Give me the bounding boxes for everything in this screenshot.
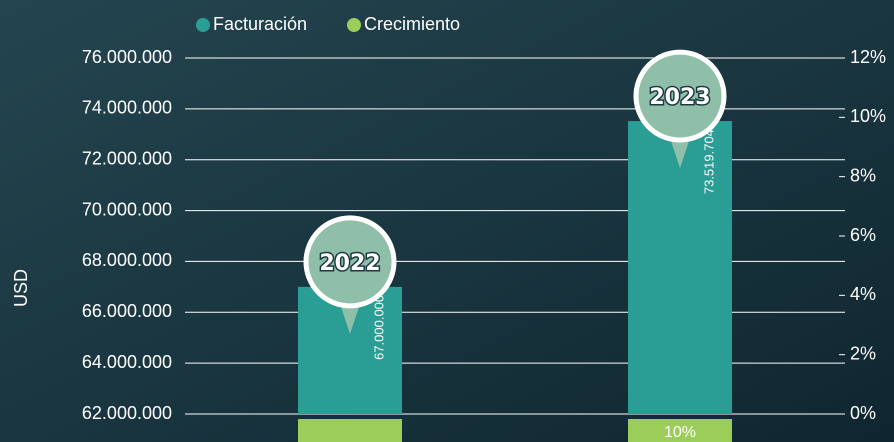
y2-tick-label: 0% bbox=[850, 403, 876, 423]
y-tick-label: 72.000.000 bbox=[82, 148, 172, 168]
y-tick-label: 62.000.000 bbox=[82, 403, 172, 423]
y2-tick-label: 12% bbox=[850, 47, 886, 67]
chart: USD 62.000.000 64.000.000 66.000.000 68.000… bbox=[0, 0, 894, 442]
y2-tick-label: 8% bbox=[850, 165, 876, 185]
y2-tick-label: 10% bbox=[850, 106, 886, 126]
legend-marker bbox=[347, 18, 361, 32]
page: {"chart_data": {"type": "bar", "categori… bbox=[0, 0, 894, 442]
category-label: 2023 bbox=[649, 85, 710, 110]
legend-label: Crecimiento bbox=[364, 14, 460, 34]
y-tick-label: 66.000.000 bbox=[82, 301, 172, 321]
value-label: 67.000.000 bbox=[371, 295, 386, 360]
y2-tick-label: 4% bbox=[850, 284, 876, 304]
y2-tick-label: 2% bbox=[850, 343, 876, 363]
growth-label: 10% bbox=[664, 424, 696, 441]
value-label: 73.519.704 bbox=[701, 129, 716, 194]
y-tick-label: 76.000.000 bbox=[82, 47, 172, 67]
y-tick-label: 74.000.000 bbox=[82, 98, 172, 118]
y-axis-label: USD bbox=[11, 269, 31, 307]
legend-marker bbox=[196, 18, 210, 32]
legend-label: Facturación bbox=[213, 14, 307, 34]
y2-tick-label: 6% bbox=[850, 225, 876, 245]
y-tick-label: 70.000.000 bbox=[82, 199, 172, 219]
y-tick-label: 64.000.000 bbox=[82, 352, 172, 372]
y-tick-label: 68.000.000 bbox=[82, 250, 172, 270]
category-label: 2022 bbox=[319, 251, 380, 276]
growth-bar bbox=[298, 419, 402, 442]
